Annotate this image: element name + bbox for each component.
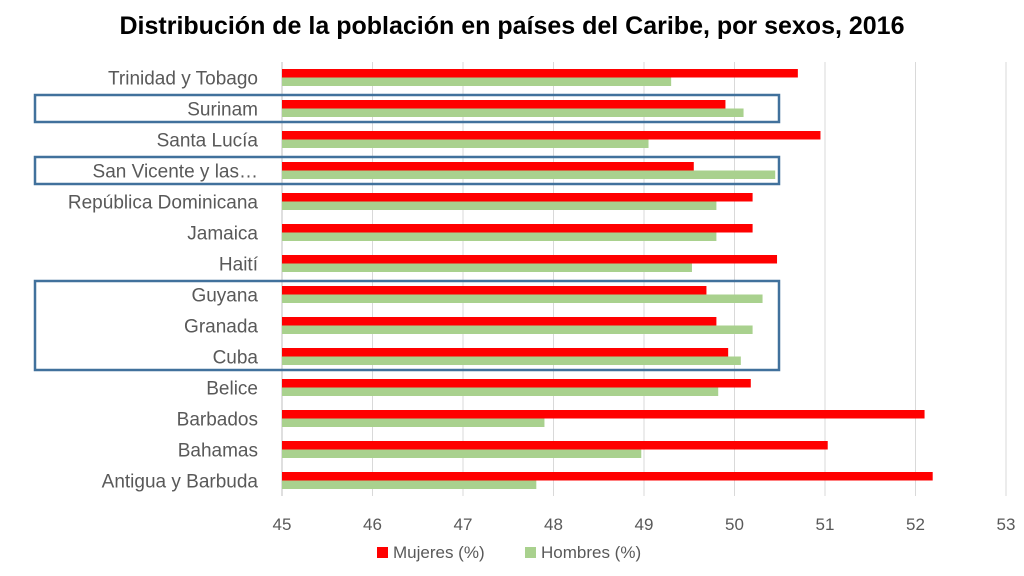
category-label: Granada [184, 317, 258, 338]
bar-hombres-republica-dominicana [282, 201, 717, 210]
bar-mujeres-cuba [282, 348, 729, 357]
bar-hombres-antigua-y-barbuda [282, 480, 537, 489]
bar-hombres-cuba [282, 356, 741, 365]
bar-hombres-belice [282, 387, 719, 396]
category-label: Barbados [177, 410, 258, 431]
bar-hombres-jamaica [282, 232, 717, 241]
category-label: Trinidad y Tobago [108, 69, 258, 90]
bar-hombres-santa-lucia [282, 139, 649, 148]
bar-hombres-trinidad-y-tobago [282, 77, 672, 86]
bar-mujeres-barbados [282, 410, 925, 419]
bar-mujeres-trinidad-y-tobago [282, 69, 798, 78]
bar-mujeres-republica-dominicana [282, 193, 753, 202]
x-tick-label: 50 [725, 515, 744, 534]
category-label: Santa Lucía [157, 131, 259, 152]
legend-label-hombres: Hombres (%) [541, 543, 641, 562]
bar-mujeres-granada [282, 317, 717, 326]
x-tick-label: 45 [273, 515, 292, 534]
x-tick-label: 53 [997, 515, 1016, 534]
highlight-box [33, 93, 781, 124]
x-tick-label: 52 [906, 515, 925, 534]
x-tick-label: 46 [363, 515, 382, 534]
legend: Mujeres (%) Hombres (%) [377, 543, 641, 562]
bar-layer [282, 69, 933, 489]
bar-hombres-granada [282, 325, 753, 334]
category-label-layer: Trinidad y Tobago Surinam Santa Lucía San V… [68, 69, 259, 493]
bar-hombres-guyana [282, 294, 763, 303]
category-label: Haití [219, 255, 259, 276]
category-label: Bahamas [178, 441, 258, 462]
legend-swatch-hombres [525, 547, 536, 558]
bar-mujeres-san-vicente-y-las [282, 162, 694, 171]
bar-mujeres-jamaica [282, 224, 753, 233]
highlight-box [33, 279, 781, 372]
chart-title: Distribución de la población en países d… [119, 12, 905, 40]
category-label: Cuba [213, 348, 259, 369]
category-label: Antigua y Barbuda [102, 472, 259, 493]
legend-swatch-mujeres [377, 547, 388, 558]
category-label: República Dominicana [68, 193, 259, 214]
bar-mujeres-bahamas [282, 441, 828, 450]
x-tick-label: 48 [544, 515, 563, 534]
category-label: Guyana [191, 286, 258, 307]
bar-hombres-bahamas [282, 449, 642, 458]
category-label: Surinam [187, 100, 258, 121]
legend-label-mujeres: Mujeres (%) [393, 543, 485, 562]
bar-mujeres-santa-lucia [282, 131, 821, 140]
highlight-box [33, 155, 781, 186]
category-label: Belice [206, 379, 258, 400]
category-label: San Vicente y las… [93, 162, 258, 183]
grid-layer [281, 62, 1007, 496]
x-tick-label: 49 [635, 515, 654, 534]
x-tick-label: 47 [454, 515, 473, 534]
tick-label-layer: 45 46 47 48 49 50 51 52 53 [273, 515, 1016, 534]
category-label: Jamaica [187, 224, 258, 245]
bar-mujeres-guyana [282, 286, 707, 295]
bar-hombres-haiti [282, 263, 692, 272]
bar-hombres-surinam [282, 108, 744, 117]
bar-mujeres-antigua-y-barbuda [282, 472, 933, 481]
bar-hombres-san-vicente-y-las [282, 170, 776, 179]
bar-mujeres-haiti [282, 255, 778, 264]
highlight-box-layer [33, 93, 781, 372]
bar-mujeres-belice [282, 379, 751, 388]
bar-mujeres-surinam [282, 100, 726, 109]
x-tick-label: 51 [816, 515, 835, 534]
bar-hombres-barbados [282, 418, 545, 427]
